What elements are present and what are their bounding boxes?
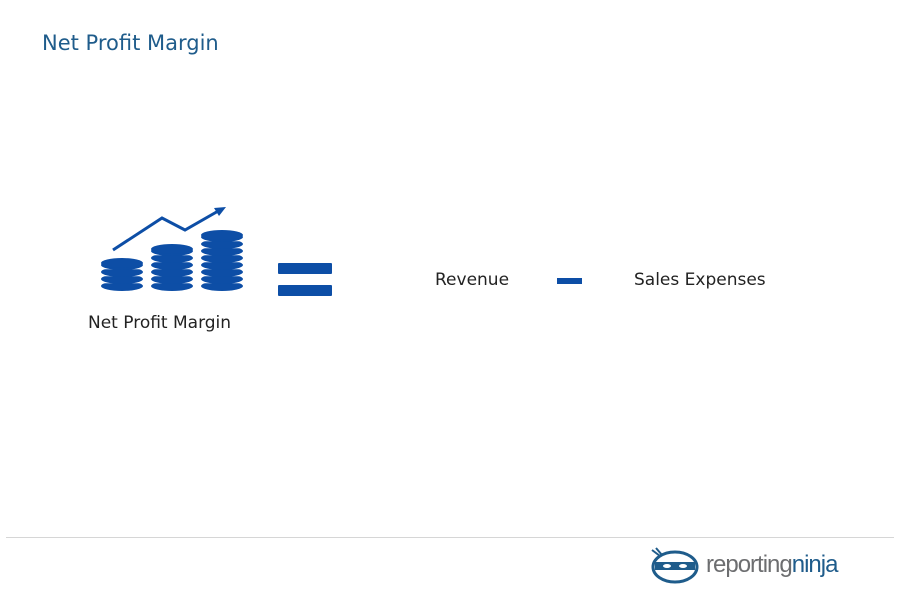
term-label: Revenue (435, 270, 510, 290)
coin (101, 274, 143, 284)
coin (201, 281, 243, 291)
coin (151, 274, 193, 284)
coin-top (151, 244, 193, 254)
coin (151, 267, 193, 277)
coin (201, 253, 243, 263)
coins-icon (101, 207, 243, 291)
coin-top (201, 230, 243, 240)
coin (151, 253, 193, 263)
coin (201, 239, 243, 249)
logo-icon (651, 547, 699, 584)
coin (201, 274, 243, 284)
term-label: Sales Expenses (634, 270, 766, 290)
coin (151, 281, 193, 291)
coin (201, 267, 243, 277)
logo-text: reportingninja (706, 551, 839, 579)
logo-text-a: reporting (706, 551, 793, 578)
minus-sign (557, 278, 582, 284)
page-title: Net Profit Margin (42, 31, 219, 55)
coin-top (101, 258, 143, 268)
logo-text-b: ninja (791, 551, 839, 578)
equals-sign (278, 263, 332, 296)
divider (6, 537, 894, 538)
coin (101, 267, 143, 277)
coin (201, 246, 243, 256)
coin (201, 260, 243, 270)
result-label: Net Profit Margin (88, 313, 232, 333)
coin (151, 260, 193, 270)
coin (101, 281, 143, 291)
